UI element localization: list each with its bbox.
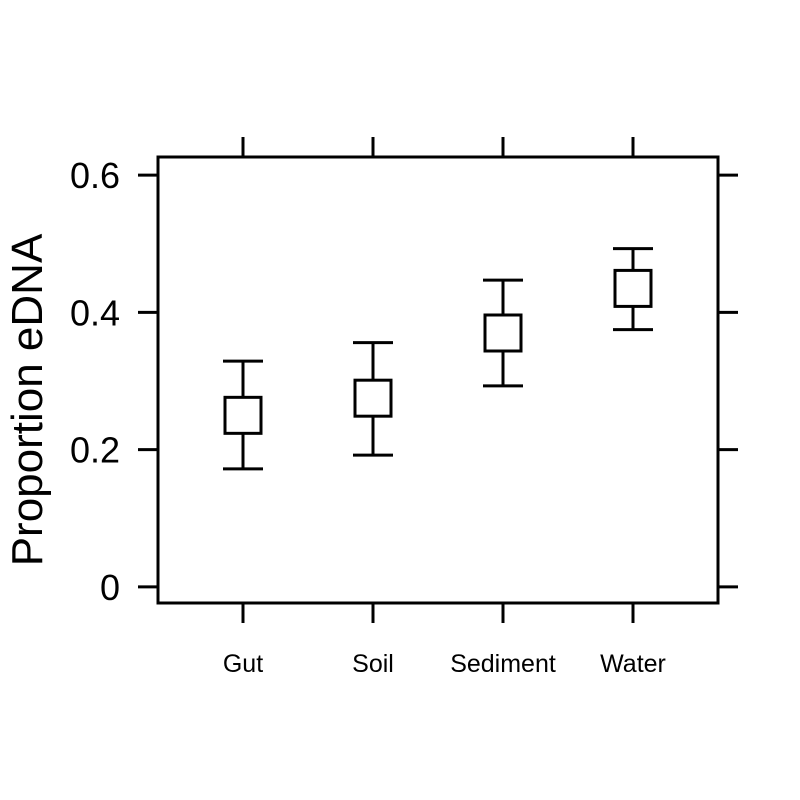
data-point bbox=[613, 268, 653, 308]
x-axis: Gut Soil Sediment Water bbox=[223, 137, 666, 678]
x-tick-label: Soil bbox=[352, 650, 394, 678]
data-marks bbox=[223, 247, 653, 471]
data-point bbox=[223, 395, 263, 435]
y-tick-label: 0.2 bbox=[70, 430, 120, 471]
y-tick-label: 0.4 bbox=[70, 292, 120, 333]
data-point bbox=[353, 378, 393, 418]
plot-frame bbox=[156, 155, 720, 605]
y-tick-label: 0.6 bbox=[70, 155, 120, 196]
y-axis-label: Proportion eDNA bbox=[3, 233, 52, 566]
x-tick-label: Gut bbox=[223, 650, 263, 678]
y-axis: 0 0.2 0.4 0.6 bbox=[70, 155, 738, 608]
x-tick-label: Water bbox=[600, 650, 666, 678]
x-tick-label: Sediment bbox=[450, 650, 556, 678]
data-point bbox=[483, 313, 523, 353]
y-tick-label: 0 bbox=[100, 567, 120, 608]
